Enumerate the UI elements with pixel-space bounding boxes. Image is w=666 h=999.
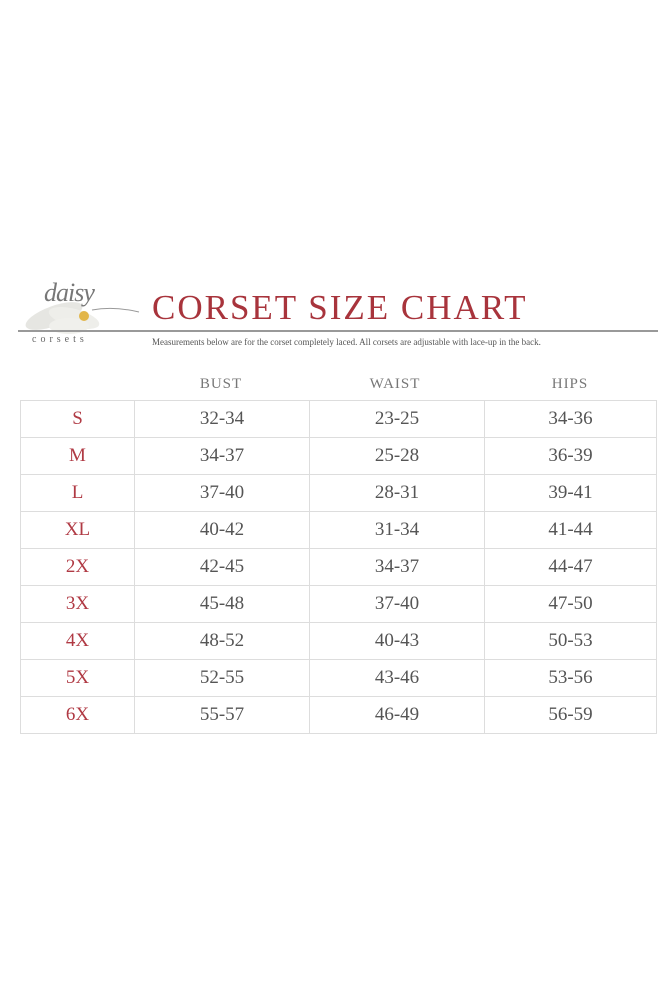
size-label: 4X [20,622,135,660]
waist-cell: 37-40 [309,585,485,623]
size-label: S [20,400,135,438]
size-label: 5X [20,659,135,697]
column-header-hips: HIPS [551,376,589,392]
bust-cell: 52-55 [134,659,310,697]
size-label: M [20,437,135,475]
table-row: 5X 52-55 43-46 53-56 [20,659,657,697]
hips-cell: 50-53 [484,622,657,660]
waist-cell: 46-49 [309,696,485,734]
hips-cell: 53-56 [484,659,657,697]
bust-cell: 40-42 [134,511,310,549]
hips-cell: 47-50 [484,585,657,623]
bust-cell: 55-57 [134,696,310,734]
size-label: 2X [20,548,135,586]
size-label: 3X [20,585,135,623]
waist-cell: 28-31 [309,474,485,512]
bust-cell: 45-48 [134,585,310,623]
logo-word: corsets [32,334,88,345]
divider [18,330,658,332]
subtitle: Measurements below are for the corset co… [152,337,541,347]
hips-cell: 34-36 [484,400,657,438]
size-label: 6X [20,696,135,734]
table-row: M 34-37 25-28 36-39 [20,437,657,475]
column-header-bust: BUST [199,376,243,392]
hips-cell: 56-59 [484,696,657,734]
logo-script: daisy [44,278,95,307]
waist-cell: 25-28 [309,437,485,475]
size-table: S 32-34 23-25 34-36 M 34-37 25-28 36-39 L 37-40 28… [20,400,657,734]
waist-cell: 43-46 [309,659,485,697]
table-row: 6X 55-57 46-49 56-59 [20,696,657,734]
bust-cell: 42-45 [134,548,310,586]
hips-cell: 41-44 [484,511,657,549]
table-row: XL 40-42 31-34 41-44 [20,511,657,549]
hips-cell: 44-47 [484,548,657,586]
size-label: L [20,474,135,512]
waist-cell: 23-25 [309,400,485,438]
bust-cell: 34-37 [134,437,310,475]
waist-cell: 31-34 [309,511,485,549]
column-header-waist: WAIST [369,376,421,392]
table-row: 4X 48-52 40-43 50-53 [20,622,657,660]
table-row: L 37-40 28-31 39-41 [20,474,657,512]
table-row: S 32-34 23-25 34-36 [20,400,657,438]
bust-cell: 32-34 [134,400,310,438]
waist-cell: 34-37 [309,548,485,586]
waist-cell: 40-43 [309,622,485,660]
bust-cell: 37-40 [134,474,310,512]
size-label: XL [20,511,135,549]
page-title: CORSET SIZE CHART [152,288,528,327]
table-row: 2X 42-45 34-37 44-47 [20,548,657,586]
hips-cell: 39-41 [484,474,657,512]
hips-cell: 36-39 [484,437,657,475]
table-row: 3X 45-48 37-40 47-50 [20,585,657,623]
bust-cell: 48-52 [134,622,310,660]
daisy-corsets-logo: daisy corsets [14,276,144,348]
